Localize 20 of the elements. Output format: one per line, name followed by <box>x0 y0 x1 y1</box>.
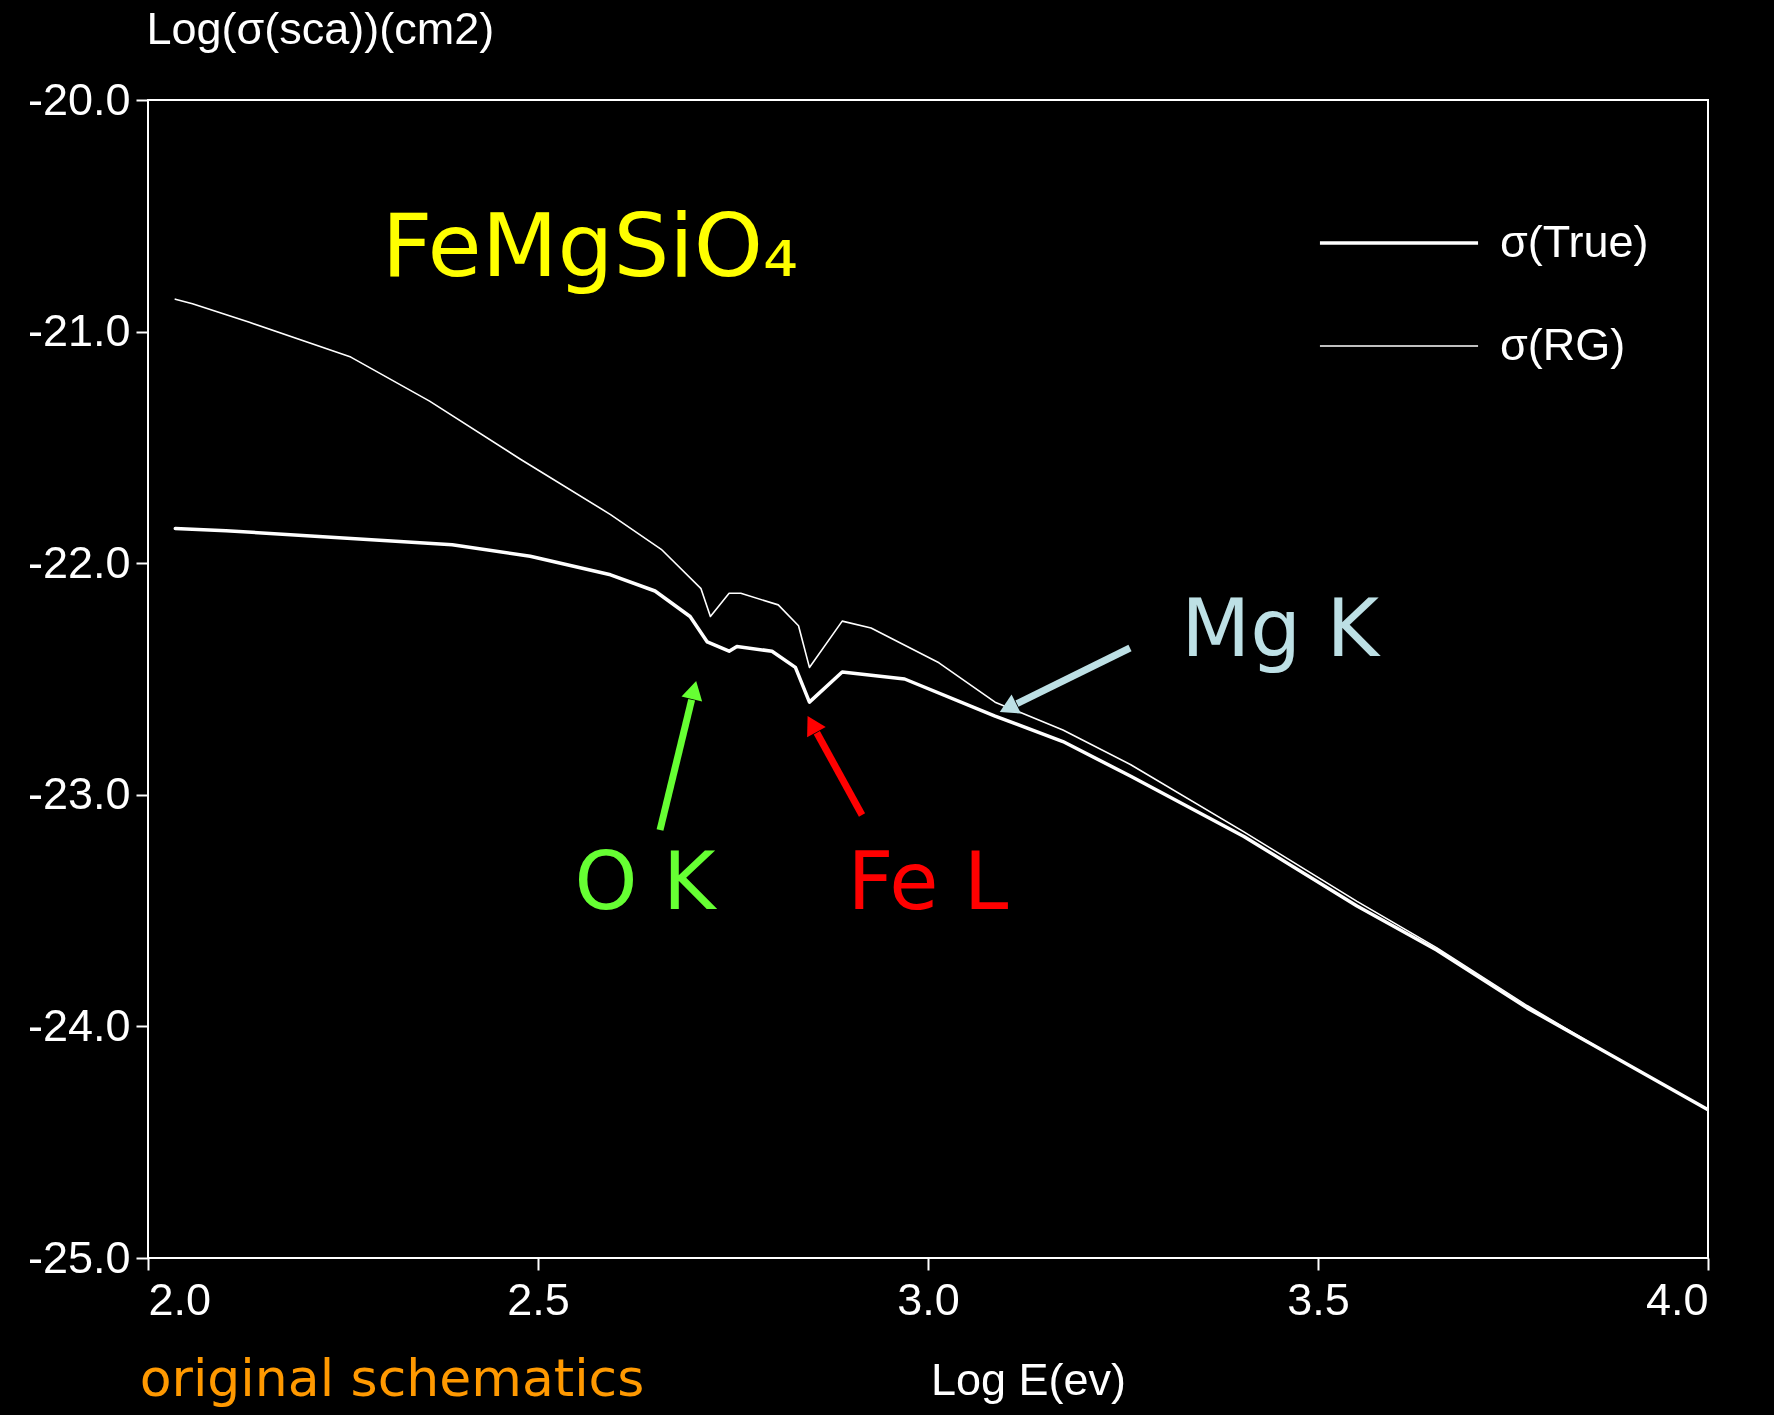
annotation: O K <box>574 835 718 928</box>
y-axis-title: Log(σ(sca))(cm2) <box>146 2 495 54</box>
y-tick-label: -24.0 <box>27 999 131 1051</box>
x-tick-label: 4.0 <box>1645 1273 1709 1325</box>
y-tick-label: -21.0 <box>27 305 131 357</box>
annotation: Mg K <box>1181 582 1382 675</box>
annotation: Fe L <box>847 835 1009 928</box>
y-tick-label: -25.0 <box>27 1231 131 1283</box>
legend-label: σ(True) <box>1500 216 1649 267</box>
x-tick-label: 3.5 <box>1287 1273 1350 1325</box>
annotation: FeMgSiO₄ <box>381 194 799 297</box>
x-tick-label: 2.0 <box>148 1273 212 1325</box>
text: original schematics <box>139 1348 645 1408</box>
y-tick-label: -23.0 <box>27 768 131 820</box>
x-tick-label: 2.5 <box>507 1273 570 1325</box>
x-tick-label: 3.0 <box>897 1273 960 1325</box>
x-axis-title: Log E(ev) <box>930 1353 1127 1405</box>
y-tick-label: -22.0 <box>27 536 131 588</box>
legend-label: σ(RG) <box>1500 319 1626 370</box>
y-tick-label: -20.0 <box>27 73 131 125</box>
